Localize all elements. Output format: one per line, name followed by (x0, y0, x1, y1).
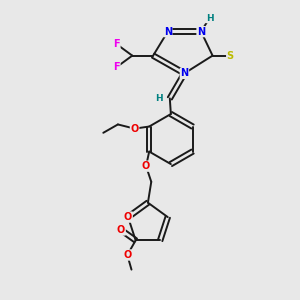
Text: N: N (180, 68, 188, 78)
Text: S: S (227, 51, 234, 61)
Text: H: H (156, 94, 163, 103)
Text: O: O (142, 161, 150, 171)
Text: O: O (124, 212, 132, 222)
Text: F: F (113, 39, 120, 49)
Text: N: N (197, 27, 205, 37)
Text: H: H (206, 14, 213, 22)
Text: O: O (123, 250, 131, 260)
Text: F: F (113, 62, 120, 72)
Text: O: O (117, 225, 125, 235)
Text: O: O (130, 124, 139, 134)
Text: N: N (164, 27, 172, 37)
